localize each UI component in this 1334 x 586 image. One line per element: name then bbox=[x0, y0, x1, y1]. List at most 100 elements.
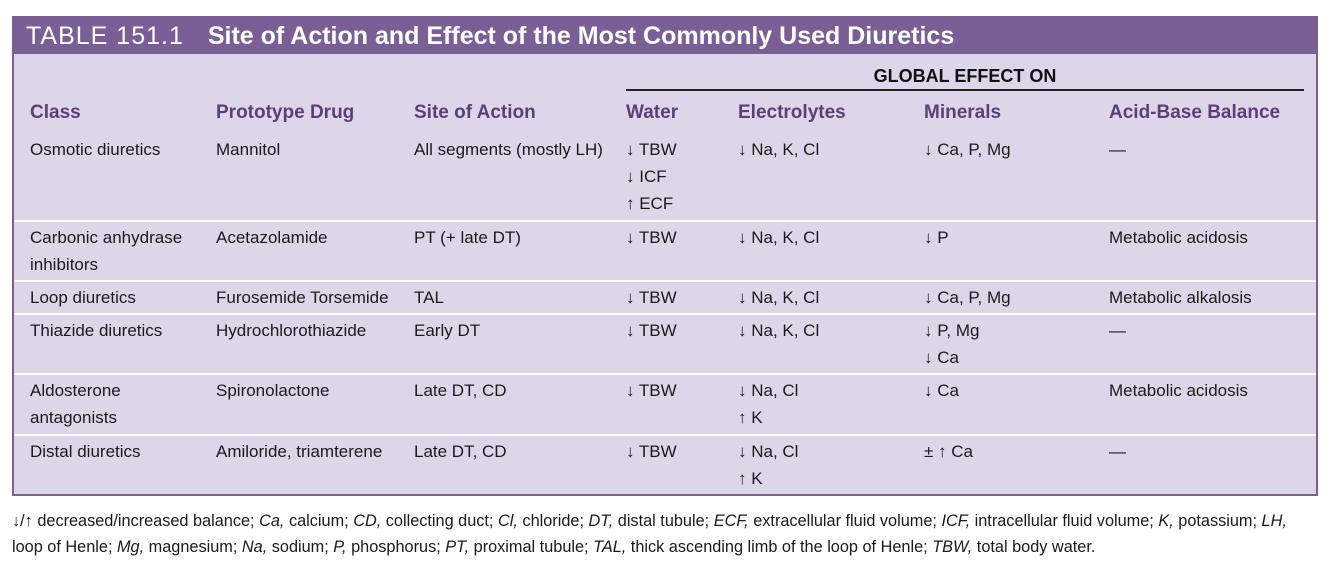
cell-class: Distal diuretics bbox=[30, 438, 141, 465]
footnote-abbreviation: DT, bbox=[588, 512, 614, 530]
cell-line: ↑ K bbox=[738, 408, 763, 427]
cell-acid-base: Metabolic alkalosis bbox=[1109, 284, 1252, 311]
cell-site: Early DT bbox=[414, 317, 480, 344]
cell-water: ↓ TBW ↓ ICF ↑ ECF bbox=[626, 136, 677, 217]
cell-minerals: ↓ P bbox=[924, 224, 949, 251]
table-row: Loop diuretics Furosemide Torsemide TAL ↓ T… bbox=[14, 284, 1316, 317]
footnote-text: total body water. bbox=[972, 538, 1096, 556]
cell-line: ↓ ICF bbox=[626, 167, 667, 186]
table-title-bar: TABLE 151.1 Site of Action and Effect of… bbox=[14, 18, 1316, 54]
cell-water: ↓ TBW bbox=[626, 317, 677, 344]
cell-line: Carbonic anhydrase bbox=[30, 228, 183, 247]
global-effect-header: GLOBAL EFFECT ON bbox=[873, 66, 1057, 86]
table-caption: Site of Action and Effect of the Most Co… bbox=[207, 21, 955, 50]
cell-line: Metabolic alkalosis bbox=[1109, 288, 1252, 307]
footnote-text: loop of Henle; bbox=[12, 538, 117, 556]
cell-line: ↓ TBW bbox=[626, 140, 677, 159]
footnote-abbreviation: PT, bbox=[445, 538, 470, 556]
cell-line: ↓ Ca, P, Mg bbox=[924, 288, 1011, 307]
footnote-abbreviation: LH, bbox=[1261, 512, 1287, 530]
cell-line: ↓ Ca, P, Mg bbox=[924, 140, 1011, 159]
cell-line: ± ↑ Ca bbox=[924, 442, 974, 461]
cell-line: inhibitors bbox=[30, 255, 99, 274]
column-header-class: Class bbox=[30, 102, 81, 123]
cell-class: Osmotic diuretics bbox=[30, 136, 160, 163]
cell-class: Aldosterone antagonists bbox=[30, 377, 121, 431]
cell-line: ↓ Na, K, Cl bbox=[738, 321, 820, 340]
footnote-text: ↓/↑ decreased/increased balance; bbox=[12, 512, 260, 530]
cell-minerals: ↓ P, Mg ↓ Ca bbox=[924, 317, 979, 371]
footnote-abbreviation: Mg, bbox=[117, 538, 145, 556]
footnote-abbreviation: TAL, bbox=[593, 538, 627, 556]
cell-line: Metabolic acidosis bbox=[1109, 228, 1248, 247]
cell-line: ↓ P bbox=[924, 228, 949, 247]
cell-electrolytes: ↓ Na, Cl ↑ K bbox=[738, 438, 798, 492]
cell-line: — bbox=[1109, 442, 1126, 461]
cell-line: ↓ TBW bbox=[626, 381, 677, 400]
footnote-abbreviation: CD, bbox=[353, 512, 382, 530]
cell-acid-base: — bbox=[1109, 136, 1126, 163]
cell-line: ↓ Na, Cl bbox=[738, 381, 799, 400]
footnote-text: sodium; bbox=[267, 538, 334, 556]
cell-water: ↓ TBW bbox=[626, 284, 677, 311]
row-separator bbox=[14, 220, 1316, 222]
cell-class: Carbonic anhydrase inhibitors bbox=[30, 224, 182, 278]
cell-class: Loop diuretics bbox=[30, 284, 136, 311]
cell-line: Mannitol bbox=[216, 140, 281, 159]
cell-line: PT (+ late DT) bbox=[414, 228, 521, 247]
cell-site: All segments (mostly LH) bbox=[414, 136, 603, 163]
cell-site: Late DT, CD bbox=[414, 377, 507, 404]
column-header-acid-base: Acid-Base Balance bbox=[1109, 102, 1281, 123]
cell-drug: Amiloride, triamterene bbox=[216, 438, 382, 465]
cell-line: ↓ Ca bbox=[924, 381, 959, 400]
cell-line: ↓ P, Mg bbox=[924, 321, 980, 340]
footnote-text: thick ascending limb of the loop of Henl… bbox=[626, 538, 933, 556]
footnote-text: proximal tubule; bbox=[469, 538, 594, 556]
column-header-electrolytes: Electrolytes bbox=[738, 102, 846, 123]
cell-water: ↓ TBW bbox=[626, 224, 677, 251]
cell-acid-base: — bbox=[1109, 438, 1126, 465]
cell-water: ↓ TBW bbox=[626, 377, 677, 404]
cell-line: ↓ Na, Cl bbox=[738, 442, 799, 461]
cell-minerals: ± ↑ Ca bbox=[924, 438, 973, 465]
cell-acid-base: Metabolic acidosis bbox=[1109, 377, 1248, 404]
cell-line: Hydrochlorothiazide bbox=[216, 321, 367, 340]
cell-line: Acetazolamide bbox=[216, 228, 328, 247]
row-separator bbox=[14, 313, 1316, 315]
cell-line: ↓ Na, K, Cl bbox=[738, 140, 820, 159]
footnote-abbreviation: Ca, bbox=[259, 512, 285, 530]
column-header-row: Class Prototype Drug Site of Action Wate… bbox=[14, 98, 1316, 128]
footnote-abbreviation: ICF, bbox=[941, 512, 971, 530]
cell-drug: Acetazolamide bbox=[216, 224, 328, 251]
cell-site: Late DT, CD bbox=[414, 438, 507, 465]
cell-line: — bbox=[1109, 140, 1126, 159]
cell-line: TAL bbox=[414, 288, 444, 307]
cell-line: ↓ Ca bbox=[924, 348, 959, 367]
footnote-text: distal tubule; bbox=[613, 512, 714, 530]
footnote-text: calcium; bbox=[284, 512, 354, 530]
cell-electrolytes: ↓ Na, K, Cl bbox=[738, 136, 819, 163]
footnote-abbreviation: Cl, bbox=[498, 512, 518, 530]
cell-line: Distal diuretics bbox=[30, 442, 141, 461]
table-row: Distal diuretics Amiloride, triamterene La… bbox=[14, 438, 1316, 500]
footnote-abbreviation: ECF, bbox=[713, 512, 749, 530]
footnote-abbreviation: P, bbox=[333, 538, 347, 556]
cell-electrolytes: ↓ Na, K, Cl bbox=[738, 284, 819, 311]
row-separator bbox=[14, 373, 1316, 375]
diuretics-table: TABLE 151.1 Site of Action and Effect of… bbox=[12, 16, 1318, 496]
row-separator bbox=[14, 280, 1316, 282]
row-separator bbox=[14, 434, 1316, 436]
cell-line: ↓ Na, K, Cl bbox=[738, 228, 820, 247]
cell-minerals: ↓ Ca bbox=[924, 377, 959, 404]
cell-line: Thiazide diuretics bbox=[30, 321, 163, 340]
footnote-abbreviation: TBW, bbox=[932, 538, 973, 556]
column-header-site: Site of Action bbox=[414, 102, 536, 123]
footnote-abbreviation: Na, bbox=[241, 538, 268, 556]
footnote-text: magnesium; bbox=[144, 538, 242, 556]
cell-line: ↓ TBW bbox=[626, 321, 677, 340]
cell-line: ↓ TBW bbox=[626, 442, 677, 461]
cell-acid-base: — bbox=[1109, 317, 1126, 344]
cell-line: Late DT, CD bbox=[414, 381, 507, 400]
table-row: Thiazide diuretics Hydrochlorothiazide Ear… bbox=[14, 317, 1316, 377]
cell-line: Aldosterone bbox=[30, 381, 121, 400]
